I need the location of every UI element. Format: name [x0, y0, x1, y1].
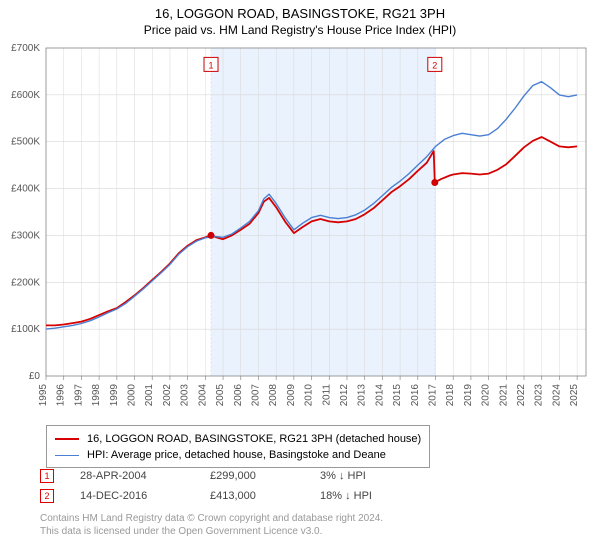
svg-text:£500K: £500K	[11, 137, 40, 148]
svg-text:2013: 2013	[357, 384, 368, 407]
chart-title: 16, LOGGON ROAD, BASINGSTOKE, RG21 3PH	[0, 0, 600, 21]
marker-price: £299,000	[210, 470, 320, 482]
svg-text:2018: 2018	[445, 384, 456, 407]
legend-swatch	[55, 438, 79, 440]
svg-text:2004: 2004	[197, 384, 208, 407]
svg-text:1: 1	[209, 60, 214, 70]
svg-text:£700K: £700K	[11, 43, 40, 54]
marker-table: 1 28-APR-2004 £299,000 3% ↓ HPI 2 14-DEC…	[40, 466, 440, 506]
chart-svg: £0 £100K £200K £300K £400K £500K £600K £700K 199…	[0, 42, 600, 417]
marker-pct: 18% ↓ HPI	[320, 490, 440, 502]
disclaimer-line: Contains HM Land Registry data © Crown c…	[40, 512, 383, 525]
svg-text:2008: 2008	[268, 384, 279, 407]
legend-item: HPI: Average price, detached house, Basi…	[55, 447, 421, 463]
svg-text:2010: 2010	[304, 384, 315, 407]
svg-text:2025: 2025	[569, 384, 580, 407]
svg-text:2020: 2020	[481, 384, 492, 407]
svg-text:2005: 2005	[215, 384, 226, 407]
chart-area: £0 £100K £200K £300K £400K £500K £600K £700K 199…	[0, 42, 600, 417]
svg-text:1997: 1997	[73, 384, 84, 407]
svg-text:2003: 2003	[180, 384, 191, 407]
svg-text:2009: 2009	[286, 384, 297, 407]
svg-text:2012: 2012	[339, 384, 350, 407]
svg-text:£300K: £300K	[11, 230, 40, 241]
marker-badge-icon: 2	[40, 489, 54, 503]
svg-text:2: 2	[432, 60, 437, 70]
chart-subtitle: Price paid vs. HM Land Registry's House …	[0, 21, 600, 41]
svg-text:2015: 2015	[392, 384, 403, 407]
disclaimer-line: This data is licensed under the Open Gov…	[40, 525, 383, 538]
svg-text:2023: 2023	[534, 384, 545, 407]
svg-text:2006: 2006	[233, 384, 244, 407]
svg-text:2024: 2024	[551, 384, 562, 407]
marker-pct: 3% ↓ HPI	[320, 470, 440, 482]
disclaimer: Contains HM Land Registry data © Crown c…	[40, 512, 383, 538]
svg-text:2019: 2019	[463, 384, 474, 407]
svg-text:£100K: £100K	[11, 324, 40, 335]
svg-text:£0: £0	[29, 371, 41, 382]
legend-label: 16, LOGGON ROAD, BASINGSTOKE, RG21 3PH (…	[87, 433, 421, 445]
legend-label: HPI: Average price, detached house, Basi…	[87, 449, 386, 461]
svg-text:2000: 2000	[127, 384, 138, 407]
svg-text:2014: 2014	[374, 384, 385, 407]
svg-text:£600K: £600K	[11, 90, 40, 101]
svg-text:2022: 2022	[516, 384, 527, 407]
svg-text:2011: 2011	[321, 384, 332, 406]
svg-text:2001: 2001	[144, 384, 155, 407]
svg-text:1999: 1999	[109, 384, 120, 407]
svg-text:2016: 2016	[410, 384, 421, 407]
svg-text:2002: 2002	[162, 384, 173, 407]
svg-text:2017: 2017	[428, 384, 439, 407]
svg-text:1996: 1996	[56, 384, 67, 407]
marker-price: £413,000	[210, 490, 320, 502]
legend-item: 16, LOGGON ROAD, BASINGSTOKE, RG21 3PH (…	[55, 431, 421, 447]
svg-text:1995: 1995	[38, 384, 49, 407]
legend: 16, LOGGON ROAD, BASINGSTOKE, RG21 3PH (…	[46, 425, 430, 468]
marker-date: 14-DEC-2016	[80, 490, 210, 502]
marker-date: 28-APR-2004	[80, 470, 210, 482]
svg-text:1998: 1998	[91, 384, 102, 407]
marker-badge-icon: 1	[40, 469, 54, 483]
marker-row: 2 14-DEC-2016 £413,000 18% ↓ HPI	[40, 486, 440, 506]
svg-text:£200K: £200K	[11, 277, 40, 288]
legend-swatch	[55, 455, 79, 456]
marker-row: 1 28-APR-2004 £299,000 3% ↓ HPI	[40, 466, 440, 486]
svg-text:2007: 2007	[250, 384, 261, 407]
svg-text:£400K: £400K	[11, 184, 40, 195]
svg-text:2021: 2021	[498, 384, 509, 407]
